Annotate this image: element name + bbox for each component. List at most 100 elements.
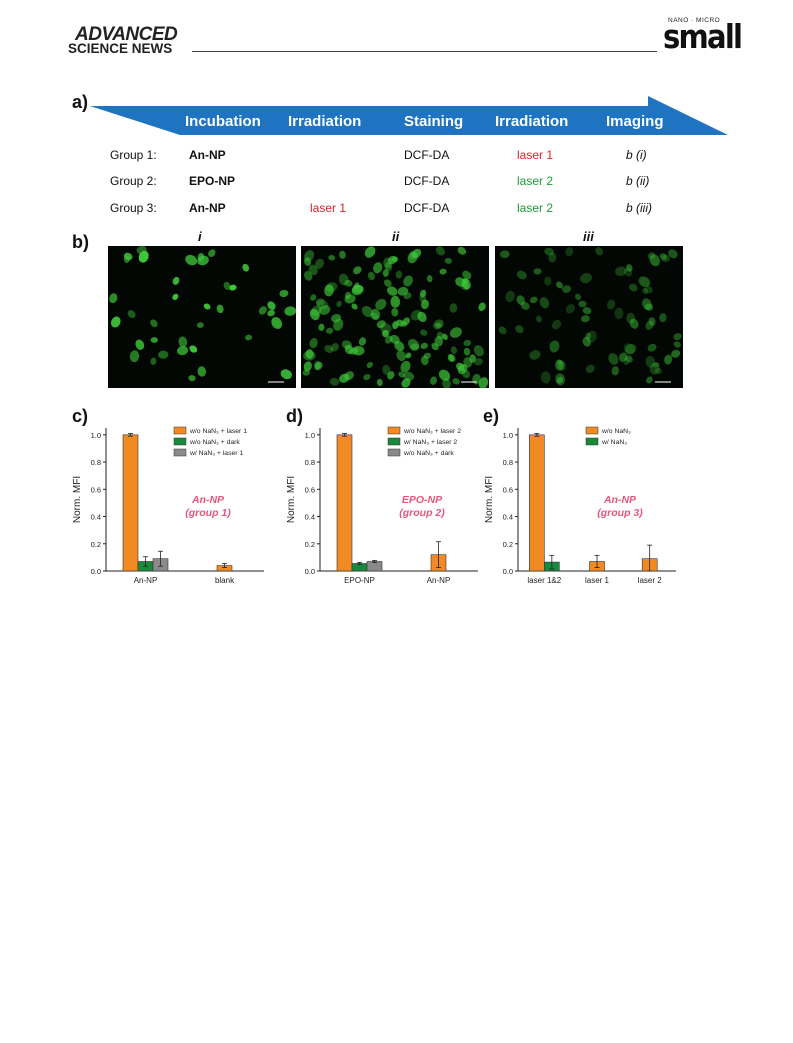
cell <box>383 257 392 269</box>
cell <box>341 340 352 350</box>
cell <box>436 331 444 340</box>
cell <box>387 371 395 380</box>
cell <box>549 340 560 353</box>
cell <box>344 279 353 287</box>
cell <box>324 345 334 353</box>
cell <box>353 266 362 275</box>
cell <box>330 343 339 352</box>
cell <box>435 246 445 256</box>
cell <box>659 313 667 323</box>
y-tick-label: 1.0 <box>503 431 513 440</box>
cell <box>304 257 312 266</box>
cell <box>462 270 472 280</box>
cell <box>520 301 530 310</box>
cell <box>544 247 554 256</box>
cell <box>304 270 313 281</box>
cell <box>644 303 654 311</box>
cell <box>395 270 403 279</box>
cell <box>469 354 476 363</box>
cell <box>363 374 371 381</box>
cell <box>242 263 250 272</box>
cell <box>516 295 525 305</box>
cell <box>649 254 660 267</box>
cell <box>314 361 323 371</box>
row-1-incubation: An-NP <box>189 148 226 162</box>
journal-logo-small: small <box>663 17 743 56</box>
cell <box>664 354 673 365</box>
y-axis-label: Norm. MFI <box>286 476 297 523</box>
cell <box>654 367 662 375</box>
cell <box>623 343 635 354</box>
cell <box>648 317 656 326</box>
cell <box>197 366 207 377</box>
y-tick-label: 0.8 <box>305 458 315 467</box>
cell <box>557 360 567 371</box>
cell <box>351 303 358 310</box>
cell <box>376 320 386 329</box>
legend-label: w/o NaN₃ <box>601 428 631 435</box>
cell <box>315 298 325 306</box>
cell <box>644 286 653 294</box>
cell <box>381 330 390 338</box>
cell <box>462 278 469 284</box>
cell <box>364 246 376 258</box>
cell <box>623 357 630 366</box>
cell <box>498 326 507 335</box>
journal-logo-advanced: ADVANCED <box>75 24 178 45</box>
y-tick-label: 0.6 <box>503 485 513 494</box>
x-tick-label: blank <box>215 576 235 585</box>
cell <box>449 303 458 313</box>
cell <box>396 350 406 362</box>
cell <box>314 258 325 269</box>
cell <box>386 286 398 296</box>
cell <box>284 306 296 316</box>
x-tick-label: EPO-NP <box>344 576 375 585</box>
cell <box>352 345 365 356</box>
cell <box>390 295 401 308</box>
cell <box>450 346 458 355</box>
cell <box>314 360 321 369</box>
cell <box>582 336 591 347</box>
legend-swatch <box>387 437 401 446</box>
cell <box>402 317 410 326</box>
chart-annotation: An-NP <box>191 494 225 506</box>
y-axis-label: Norm. MFI <box>72 476 83 523</box>
row-2-group: Group 2: <box>110 174 157 188</box>
cell <box>540 371 551 384</box>
cell <box>551 319 562 330</box>
cell <box>574 293 582 301</box>
x-tick-label: laser 2 <box>638 576 663 585</box>
cell <box>419 289 427 298</box>
process-arrow <box>90 96 728 135</box>
row-3-irradiation-2: laser 2 <box>517 201 554 215</box>
cell <box>548 252 557 263</box>
cell <box>638 276 651 288</box>
row-1-staining: DCF-DA <box>404 148 450 162</box>
cell <box>392 321 399 330</box>
row-3-staining: DCF-DA <box>404 201 450 215</box>
chart-annotation: (group 1) <box>185 507 231 519</box>
cell <box>642 287 648 295</box>
legend-label: w/o NaN₃ + dark <box>189 439 240 446</box>
micrograph-i <box>108 246 296 388</box>
cell <box>331 314 342 323</box>
cell <box>361 305 373 318</box>
cell <box>339 250 346 259</box>
y-tick-label: 0.6 <box>305 485 315 494</box>
cell <box>367 271 375 281</box>
y-tick-label: 0.2 <box>91 540 101 549</box>
cell <box>555 359 564 371</box>
header-rule <box>192 51 657 52</box>
cell <box>373 262 383 274</box>
cell <box>659 253 667 260</box>
cell <box>530 296 538 304</box>
cell <box>135 339 145 350</box>
cell <box>433 319 444 330</box>
cell <box>457 246 467 255</box>
cell <box>403 371 415 381</box>
bar <box>122 434 139 572</box>
cell <box>223 281 231 290</box>
row-3-irradiation: laser 1 <box>310 201 347 215</box>
cell <box>478 377 489 388</box>
legend-label: w/ NaN₃ + laser 2 <box>403 439 457 446</box>
